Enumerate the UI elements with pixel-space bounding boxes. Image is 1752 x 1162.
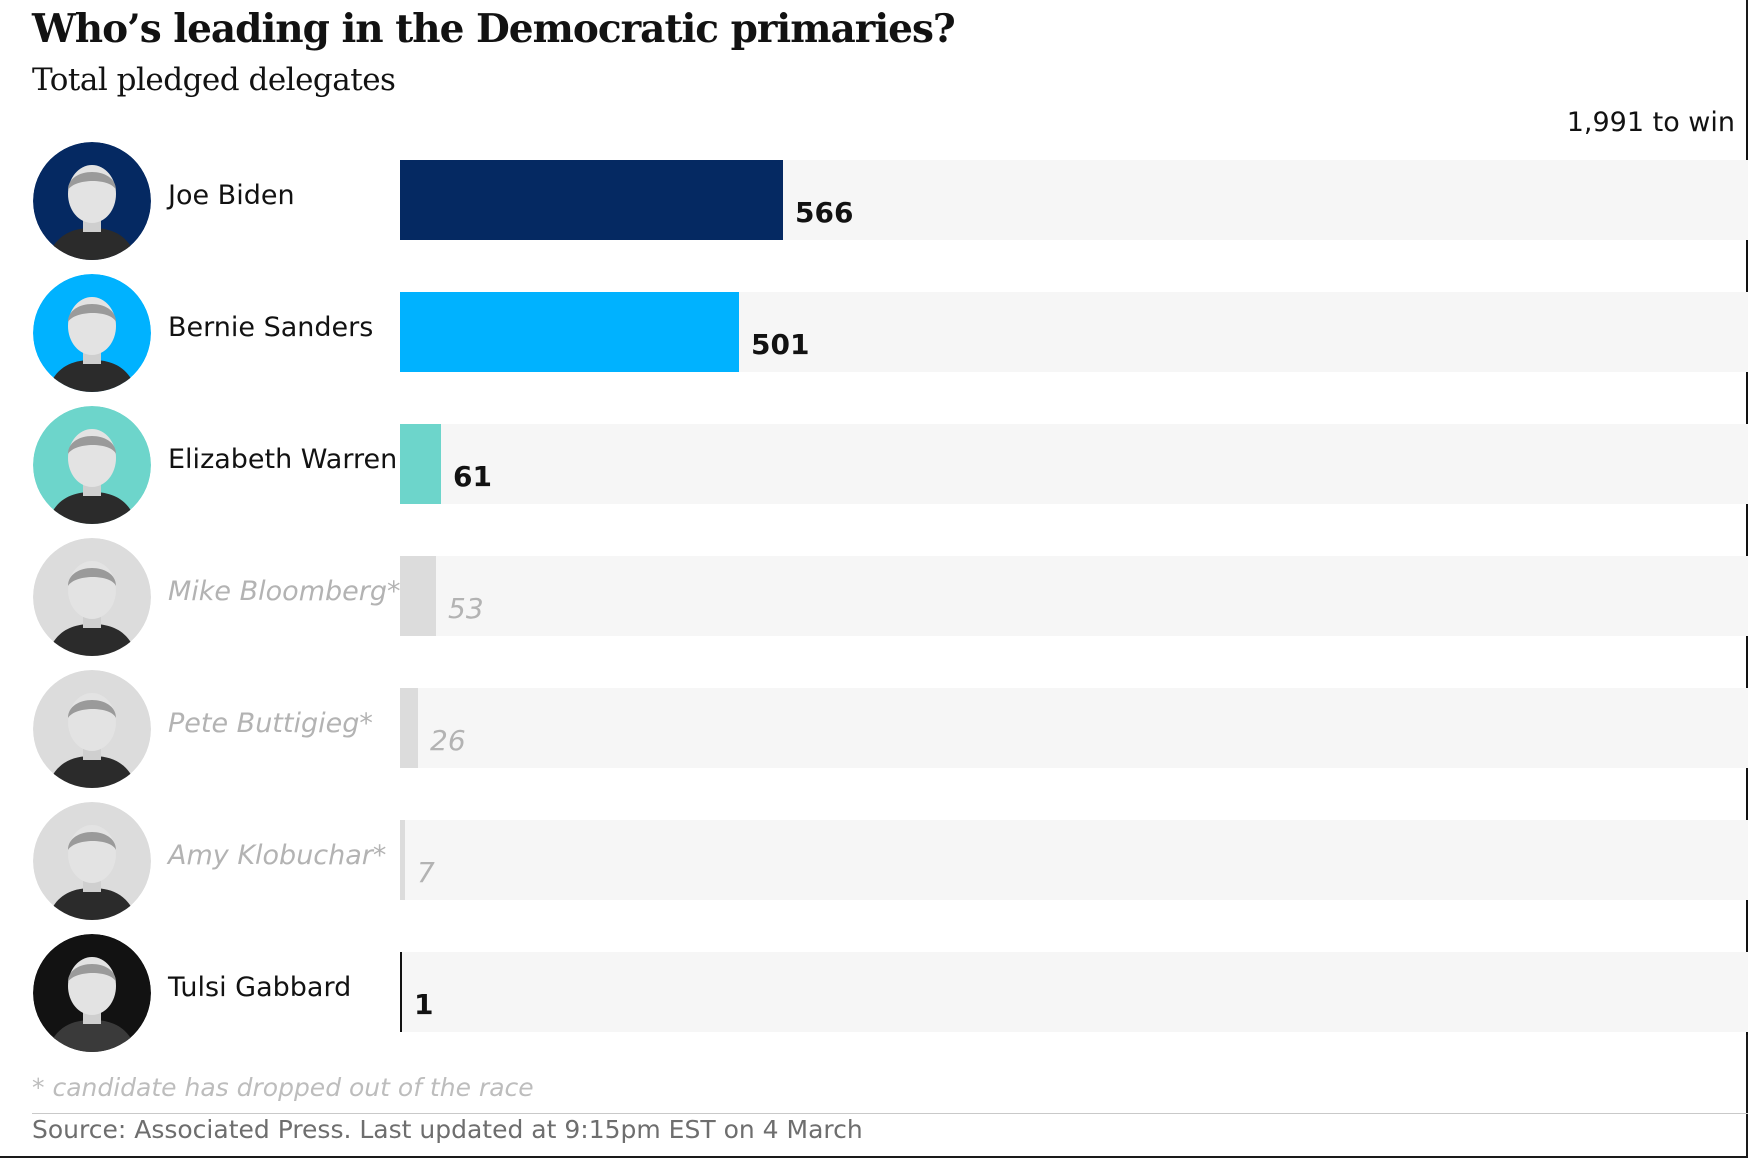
chart-title: Who’s leading in the Democratic primarie…	[32, 6, 956, 52]
bar-track: 53	[400, 556, 1748, 636]
candidate-name: Mike Bloomberg*	[168, 576, 401, 607]
bar-track: 501	[400, 292, 1748, 372]
bar-value-label: 1	[414, 988, 434, 1021]
bar-track: 61	[400, 424, 1748, 504]
candidate-name: Elizabeth Warren	[168, 444, 398, 475]
candidate-name: Pete Buttigieg*	[168, 708, 373, 739]
bar-tulsi-gabbard	[400, 952, 402, 1032]
bar-track: 1	[400, 952, 1748, 1032]
bar-bernie-sanders	[400, 292, 739, 372]
candidate-name: Tulsi Gabbard	[168, 972, 352, 1003]
candidate-avatar-elizabeth-warren	[33, 406, 151, 524]
win-threshold-label: 1,991 to win	[1566, 107, 1735, 138]
bar-track: 26	[400, 688, 1748, 768]
bar-value-label: 501	[751, 328, 810, 361]
bar-value-label: 7	[417, 856, 435, 889]
bar-row-bernie-sanders: Bernie Sanders 501	[0, 274, 1748, 406]
footnote: * candidate has dropped out of the race	[32, 1073, 534, 1102]
candidate-avatar-pete-buttigieg	[33, 670, 151, 788]
bar-value-label: 61	[453, 460, 492, 493]
chart-subtitle: Total pledged delegates	[32, 62, 396, 98]
bar-value-label: 26	[430, 724, 466, 757]
bar-value-label: 566	[795, 196, 854, 229]
candidate-avatar-joe-biden	[33, 142, 151, 260]
bar-track: 7	[400, 820, 1748, 900]
source-note: Source: Associated Press. Last updated a…	[32, 1115, 863, 1144]
bar-row-amy-klobuchar: Amy Klobuchar* 7	[0, 802, 1748, 934]
candidate-name: Bernie Sanders	[168, 312, 374, 343]
candidate-avatar-mike-bloomberg	[33, 538, 151, 656]
candidate-avatar-amy-klobuchar	[33, 802, 151, 920]
candidate-name: Amy Klobuchar*	[168, 840, 387, 871]
bar-elizabeth-warren	[400, 424, 441, 504]
bar-row-elizabeth-warren: Elizabeth Warren 61	[0, 406, 1748, 538]
bar-value-label: 53	[448, 592, 484, 625]
candidate-name: Joe Biden	[168, 180, 295, 211]
bar-row-mike-bloomberg: Mike Bloomberg* 53	[0, 538, 1748, 670]
bar-row-pete-buttigieg: Pete Buttigieg* 26	[0, 670, 1748, 802]
candidate-avatar-bernie-sanders	[33, 274, 151, 392]
divider	[32, 1113, 1748, 1114]
bar-joe-biden	[400, 160, 783, 240]
bar-row-tulsi-gabbard: Tulsi Gabbard 1	[0, 934, 1748, 1066]
bar-track: 566	[400, 160, 1748, 240]
bar-mike-bloomberg	[400, 556, 436, 636]
bar-row-joe-biden: Joe Biden 566	[0, 142, 1748, 274]
bar-pete-buttigieg	[400, 688, 418, 768]
candidate-avatar-tulsi-gabbard	[33, 934, 151, 1052]
bar-amy-klobuchar	[400, 820, 405, 900]
